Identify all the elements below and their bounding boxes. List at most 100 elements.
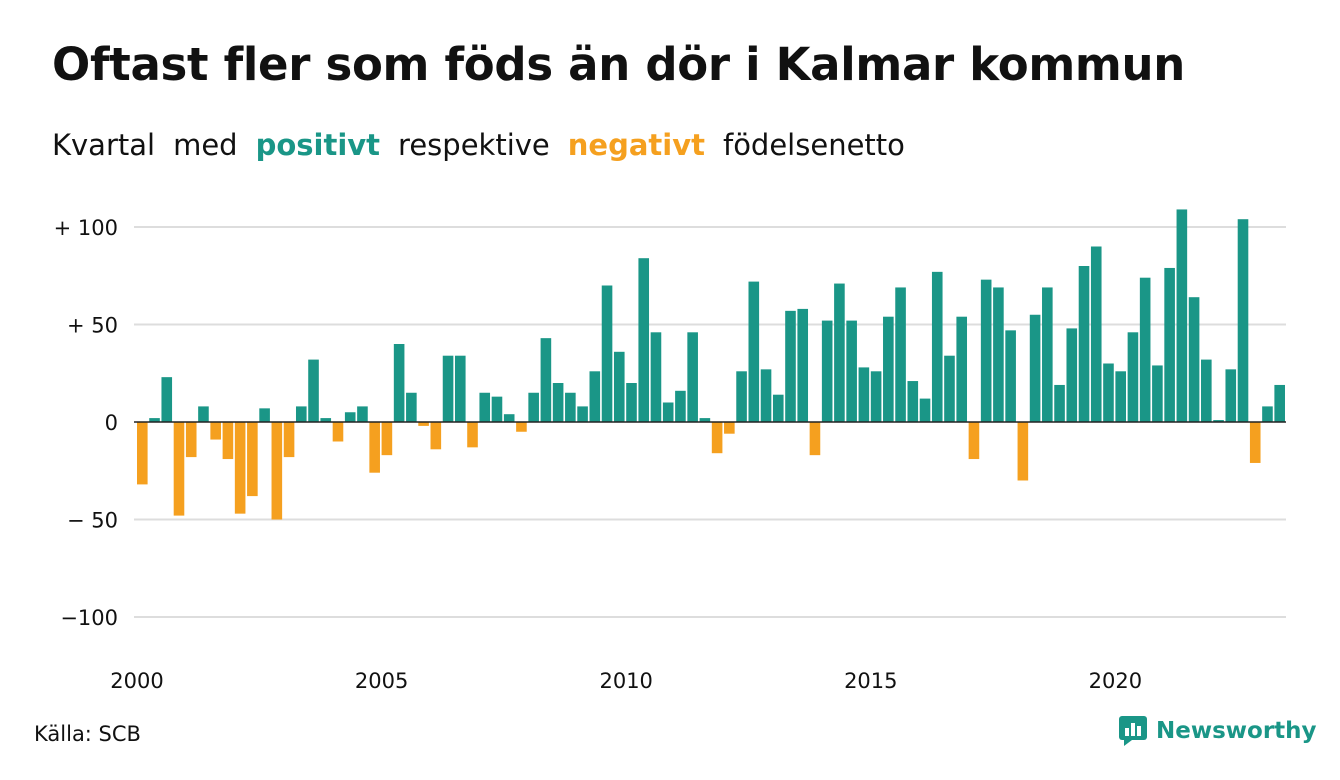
bar [760, 369, 772, 422]
bar [834, 283, 845, 422]
chart-title: Oftast fler som föds än dör i Kalmar kom… [52, 38, 1185, 91]
bar [185, 422, 197, 458]
bar [1090, 246, 1102, 422]
bar [797, 308, 809, 422]
newsworthy-logo-icon [1119, 716, 1147, 746]
bar [650, 332, 662, 422]
y-tick-label: −100 [60, 606, 118, 630]
bar [1152, 365, 1163, 422]
subtitle-word: med [173, 128, 238, 162]
bar [662, 402, 674, 422]
source-note: Källa: SCB [34, 722, 141, 746]
bar [687, 332, 698, 422]
bar [247, 422, 258, 497]
bar [320, 418, 332, 422]
bar [846, 320, 857, 422]
bar [919, 398, 931, 422]
bar [1042, 287, 1053, 422]
bar [858, 367, 870, 422]
bar [956, 316, 968, 422]
subtitle-word: Kvartal [52, 128, 156, 162]
bar [381, 422, 393, 456]
y-tick-label: − 50 [67, 509, 118, 533]
bar [173, 422, 185, 516]
bar [1139, 277, 1151, 422]
bar [565, 392, 576, 422]
bar [809, 422, 821, 456]
bar [1017, 422, 1029, 481]
bar [613, 351, 625, 422]
y-tick-label: + 50 [67, 314, 118, 338]
bar [870, 371, 882, 422]
bar [638, 258, 650, 422]
bar [944, 355, 955, 422]
bar [1115, 371, 1126, 422]
bar [234, 422, 246, 514]
bar [540, 338, 552, 422]
subtitle-positive-word: positivt [255, 128, 381, 162]
bar [259, 408, 270, 422]
brand: Newsworthy [1118, 715, 1317, 747]
bar [149, 418, 160, 422]
bar [1249, 422, 1261, 463]
bar [1054, 384, 1065, 422]
bar [821, 320, 833, 422]
bar [907, 381, 919, 422]
bar [406, 392, 417, 422]
bar [210, 422, 221, 440]
bar [883, 316, 894, 422]
x-tick-label: 2010 [599, 669, 652, 693]
x-tick-label: 2015 [844, 669, 897, 693]
bar [516, 422, 527, 432]
bar [601, 285, 613, 422]
bar [295, 406, 307, 422]
bar [699, 418, 711, 422]
bar [772, 394, 784, 422]
bar [1213, 420, 1224, 422]
bar [491, 396, 503, 422]
subtitle-word: respektive [398, 128, 550, 162]
bar [528, 392, 539, 422]
bar [1176, 209, 1188, 422]
subtitle-word: födelsenetto [722, 128, 905, 162]
bar [1066, 328, 1078, 422]
bar [161, 377, 173, 422]
bar [454, 355, 466, 422]
bar [479, 392, 491, 422]
bar [724, 422, 735, 434]
subtitle-negative-word: negativt [567, 128, 705, 162]
bar [1005, 330, 1016, 422]
bar [222, 422, 234, 460]
bar [1078, 266, 1090, 422]
bar [1103, 363, 1114, 422]
bar [711, 422, 723, 454]
bar [1237, 219, 1249, 422]
bar [1029, 314, 1041, 422]
bar [993, 287, 1004, 422]
y-tick-label: 0 [105, 411, 118, 435]
brand-name: Newsworthy [1156, 718, 1317, 744]
bar [895, 287, 906, 422]
bar [1262, 406, 1273, 422]
bar [1188, 297, 1200, 422]
bar [271, 422, 283, 520]
bar [308, 359, 319, 422]
bar [393, 344, 405, 422]
bar [736, 371, 747, 422]
bar [552, 383, 564, 422]
bar [577, 406, 588, 422]
x-tick-label: 2005 [355, 669, 408, 693]
bar [1201, 359, 1212, 422]
bar [785, 310, 796, 422]
bar [748, 281, 760, 422]
bar [357, 406, 368, 422]
bar [430, 422, 442, 450]
chart-subtitle: Kvartal med positivt respektive negativt föde… [52, 128, 923, 162]
bar [198, 406, 209, 422]
bar [137, 422, 148, 485]
bar [675, 390, 686, 422]
bar [344, 412, 356, 422]
bar [1225, 369, 1237, 422]
bar [968, 422, 980, 460]
